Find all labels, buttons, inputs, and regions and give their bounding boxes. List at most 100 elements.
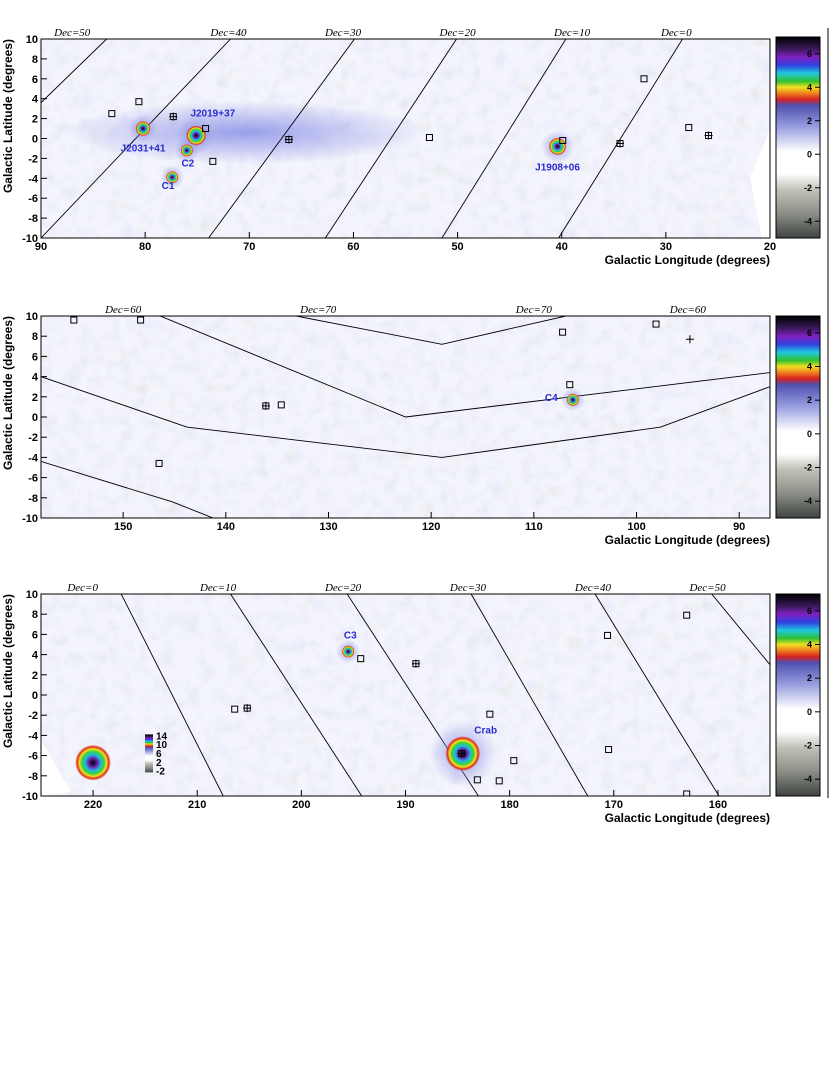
dec-line — [470, 594, 589, 796]
catalog-marker — [640, 75, 648, 83]
y-tick-label: 6 — [32, 629, 38, 641]
catalog-marker — [70, 316, 78, 324]
dec-line — [41, 39, 107, 104]
y-tick-label: -10 — [22, 233, 38, 245]
y-tick-label: 8 — [32, 54, 38, 66]
x-tick-label: 130 — [319, 521, 337, 533]
catalog-marker-plus — [685, 335, 694, 344]
y-axis-label: Galactic Latitude (degrees) — [1, 39, 15, 193]
catalog-marker-plus — [243, 704, 252, 713]
catalog-marker — [135, 98, 143, 106]
catalog-marker — [277, 401, 285, 409]
y-tick-label: -4 — [28, 730, 39, 742]
x-tick-label: 60 — [347, 241, 359, 253]
colorbar-tick-label: 2 — [807, 673, 812, 683]
plot-area — [41, 316, 770, 518]
dec-line — [441, 39, 567, 238]
y-tick-label: 6 — [32, 74, 38, 86]
y-tick-label: -8 — [28, 213, 38, 225]
source-blob — [135, 121, 151, 137]
y-tick-label: -6 — [28, 193, 38, 205]
colorbar — [775, 593, 821, 797]
x-tick-label: 180 — [500, 799, 518, 811]
catalog-marker — [486, 710, 494, 718]
x-tick-label: 90 — [733, 521, 745, 533]
catalog-marker — [137, 316, 145, 324]
y-tick-label: -4 — [28, 452, 39, 464]
catalog-marker — [357, 655, 365, 663]
x-tick-label: 190 — [396, 799, 414, 811]
y-tick-label: 6 — [32, 351, 38, 363]
dec-label: Dec=30 — [324, 27, 362, 39]
y-tick-label: 8 — [32, 331, 38, 343]
y-tick-label: 8 — [32, 609, 38, 621]
dec-label: Dec=60 — [104, 304, 142, 316]
source-blob — [566, 393, 580, 407]
catalog-marker — [604, 631, 612, 639]
dec-label: Dec=10 — [199, 582, 237, 594]
x-tick-label: 40 — [556, 241, 568, 253]
colorbar-tick-label: -2 — [804, 741, 812, 751]
y-tick-label: 0 — [32, 134, 38, 146]
x-tick-label: 150 — [114, 521, 132, 533]
x-tick-label: 30 — [660, 241, 672, 253]
catalog-marker — [566, 381, 574, 389]
colorbar-tick-label: -2 — [804, 183, 812, 193]
catalog-marker — [605, 746, 613, 754]
galactic-plane-glow — [62, 100, 428, 165]
colorbar-tick-label: -4 — [804, 774, 812, 784]
colorbar-tick-label: 6 — [807, 49, 812, 59]
y-tick-label: -2 — [28, 710, 38, 722]
inset-tick-label: 10 — [156, 740, 168, 751]
y-tick-label: 2 — [32, 114, 38, 126]
source-blob — [165, 171, 179, 184]
dec-label: Dec=50 — [53, 27, 91, 39]
catalog-marker — [108, 110, 116, 118]
x-tick-label: 220 — [84, 799, 102, 811]
inset-colorbar — [145, 734, 153, 773]
panel-3: C3 Crab Dec=0 Dec=10 Dec=20 Dec=30 Dec=40 Dec=5… — [1, 582, 821, 825]
x-axis-label: Galactic Longitude (degrees) — [605, 253, 770, 267]
dec-label: Dec=60 — [669, 304, 707, 316]
source-label: J2019+37 — [190, 109, 235, 120]
x-tick-label: 200 — [292, 799, 310, 811]
dec-label: Dec=0 — [66, 582, 98, 594]
x-tick-label: 70 — [243, 241, 255, 253]
y-tick-label: 4 — [32, 94, 39, 106]
catalog-marker — [425, 134, 433, 142]
dec-label: Dec=20 — [324, 582, 362, 594]
catalog-marker — [473, 776, 481, 784]
y-tick-label: 2 — [32, 392, 38, 404]
catalog-marker-plus — [616, 139, 625, 148]
plot-area — [41, 594, 770, 796]
dec-line — [41, 461, 215, 518]
catalog-marker — [683, 611, 691, 619]
x-tick-label: 170 — [605, 799, 623, 811]
source-label: Crab — [474, 725, 497, 736]
catalog-marker-plus — [457, 749, 466, 758]
source-label: J2031+41 — [121, 143, 166, 154]
inset-tick-label: 2 — [156, 758, 162, 769]
colorbar — [775, 315, 821, 519]
y-tick-label: 4 — [32, 650, 39, 662]
dec-line — [594, 594, 720, 796]
catalog-marker-plus — [704, 131, 713, 140]
y-tick-label: 2 — [32, 670, 38, 682]
catalog-marker — [231, 705, 239, 713]
y-tick-label: 4 — [32, 372, 39, 384]
dec-label: Dec=40 — [209, 27, 247, 39]
x-tick-label: 80 — [139, 241, 151, 253]
catalog-marker-plus — [169, 112, 178, 121]
colorbar-tick-label: 2 — [807, 395, 812, 405]
source-label: C2 — [181, 158, 194, 169]
x-tick-label: 110 — [525, 521, 543, 533]
colorbar-tick-label: -4 — [804, 496, 812, 506]
y-tick-label: 10 — [26, 589, 38, 601]
x-tick-label: 90 — [35, 241, 47, 253]
dec-label: Dec=40 — [574, 582, 612, 594]
dec-label: Dec=30 — [449, 582, 487, 594]
y-tick-label: -10 — [22, 513, 38, 525]
y-tick-label: -2 — [28, 153, 38, 165]
y-tick-label: -6 — [28, 473, 38, 485]
x-tick-label: 160 — [709, 799, 727, 811]
